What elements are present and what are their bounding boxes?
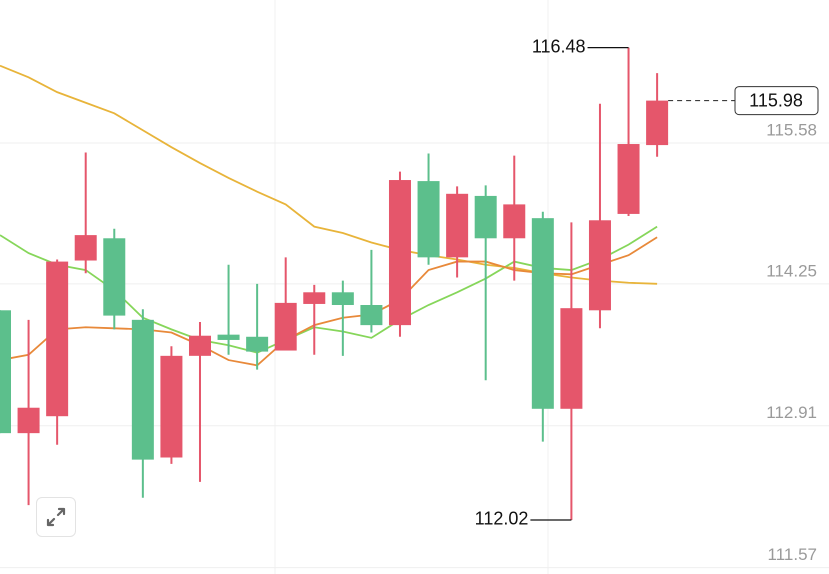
- candle-body: [160, 355, 183, 458]
- last-price-label: 115.98: [749, 90, 803, 110]
- low-label: 112.02: [475, 509, 529, 529]
- candle-body: [560, 308, 583, 409]
- candle-body: [617, 144, 640, 214]
- candle-body: [217, 334, 240, 340]
- candle-body: [0, 310, 11, 434]
- candle-body: [531, 218, 554, 409]
- candle-body: [417, 181, 440, 258]
- y-tick-label: 111.57: [768, 545, 817, 564]
- expand-icon: [46, 507, 66, 527]
- candle-body: [503, 204, 526, 239]
- candle-body: [446, 193, 469, 258]
- high-label: 116.48: [532, 36, 586, 56]
- moving-average: [0, 225, 658, 354]
- candle-body: [74, 235, 97, 261]
- candle-body: [474, 195, 497, 239]
- y-tick-label: 112.91: [766, 403, 817, 422]
- candle-body: [331, 292, 354, 306]
- y-tick-label: 114.25: [766, 261, 817, 280]
- candle-body: [46, 261, 69, 417]
- last-price-box: [734, 86, 819, 116]
- candle-body: [131, 319, 154, 460]
- candle-body: [588, 220, 611, 311]
- moving-average: [0, 236, 658, 367]
- y-tick-label: 115.58: [766, 120, 817, 139]
- candle-body: [274, 302, 297, 351]
- candle-body: [246, 336, 269, 352]
- candle-body: [188, 335, 211, 356]
- candle-body: [360, 305, 383, 326]
- candle-body: [646, 100, 669, 146]
- moving-average: [0, 64, 658, 285]
- expand-button[interactable]: [36, 497, 76, 537]
- candle-body: [303, 292, 326, 304]
- candle-body: [17, 407, 40, 434]
- candle-body: [388, 180, 411, 326]
- candle-body: [103, 238, 126, 316]
